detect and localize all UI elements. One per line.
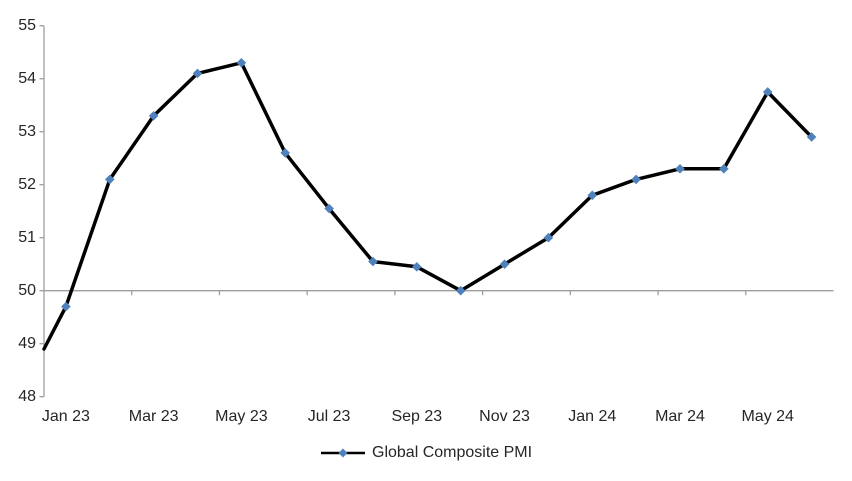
y-axis-tick-label: 52: [18, 175, 36, 193]
y-axis-tick-label: 53: [18, 122, 36, 140]
data-point-marker: [192, 68, 203, 79]
y-axis-tick-label: 51: [18, 228, 36, 246]
legend-label: Global Composite PMI: [372, 444, 533, 461]
data-point-marker: [499, 259, 510, 269]
legend-line-marker-icon: [321, 448, 365, 457]
data-point-marker: [324, 203, 334, 214]
data-point-marker: [587, 190, 598, 201]
data-point-marker: [806, 132, 817, 142]
data-point-marker: [455, 285, 466, 296]
x-axis-tick-label: Mar 24: [655, 408, 705, 425]
data-point-marker: [104, 174, 115, 185]
x-axis-tick-label: May 24: [741, 408, 794, 425]
data-point-marker: [412, 262, 422, 272]
x-axis-tick-label: Jan 24: [568, 408, 617, 425]
data-point-marker: [280, 148, 291, 158]
data-point-marker: [148, 111, 159, 121]
data-point-marker: [368, 256, 378, 267]
x-axis-tick-label: Nov 23: [479, 408, 530, 425]
legend: Global Composite PMI: [321, 443, 532, 462]
data-point-marker: [236, 58, 247, 68]
x-axis-tick-label: Mar 23: [128, 408, 179, 425]
y-axis-tick-label: 48: [18, 387, 36, 405]
x-axis-tick-label: Jan 23: [41, 408, 90, 425]
data-point-marker: [631, 174, 641, 185]
data-point-marker: [543, 232, 554, 243]
data-point-marker: [762, 87, 773, 97]
y-axis-tick-label: 55: [18, 16, 36, 34]
y-axis-tick-label: 54: [18, 69, 36, 87]
x-axis-tick-label: Jul 23: [307, 408, 351, 425]
data-point-marker: [61, 301, 71, 312]
series-line: [42, 61, 814, 351]
y-axis-tick-label: 49: [18, 334, 36, 352]
data-point-marker: [719, 164, 729, 174]
data-point-marker: [675, 164, 685, 174]
x-axis-tick-label: Sep 23: [391, 408, 443, 425]
legend-marker-icon: [338, 448, 348, 457]
x-axis-tick-label: May 23: [215, 408, 268, 425]
y-axis-tick-label: 50: [18, 281, 36, 299]
